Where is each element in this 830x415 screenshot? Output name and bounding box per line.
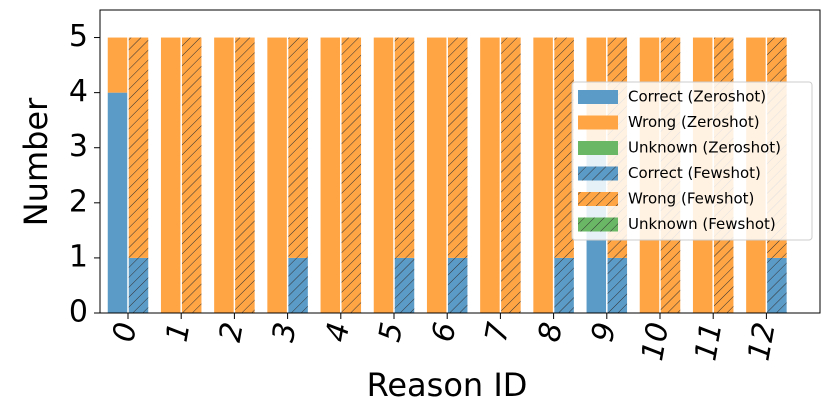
bar-wrong-fewshot-5-hatch xyxy=(394,37,415,258)
bar-wrong-zeroshot-3 xyxy=(267,37,287,313)
x-tick-label-4: 4 xyxy=(319,320,357,345)
y-tick-label-4: 4 xyxy=(69,74,88,109)
y-axis-label: Number xyxy=(17,97,55,226)
legend-correct-fewshot-swatch-hatch xyxy=(578,166,618,181)
bar-correct-fewshot-0-hatch xyxy=(128,257,149,313)
x-tick-label-1: 1 xyxy=(160,320,198,345)
legend-correct-fewshot-label: Correct (Fewshot) xyxy=(628,164,761,182)
bar-wrong-zeroshot-8 xyxy=(533,37,553,313)
legend-wrong-zeroshot-label: Wrong (Zeroshot) xyxy=(628,113,760,131)
legend-correct-zeroshot-swatch xyxy=(578,90,618,104)
x-tick-label-10: 10 xyxy=(635,320,676,364)
x-tick-label-9: 9 xyxy=(585,320,623,345)
x-tick-label-12: 12 xyxy=(742,320,783,364)
x-axis-label: Reason ID xyxy=(367,366,528,404)
bar-wrong-fewshot-7-hatch xyxy=(501,37,521,313)
legend-correct-zeroshot-label: Correct (Zeroshot) xyxy=(628,88,766,106)
x-tick-label-5: 5 xyxy=(372,320,410,345)
x-tick-label-11: 11 xyxy=(688,320,729,364)
x-tick-label-0: 0 xyxy=(106,320,144,345)
legend: Correct (Zeroshot) Wrong (Zeroshot) Unknow… xyxy=(571,81,813,241)
bar-wrong-zeroshot-2 xyxy=(214,37,234,313)
legend-unknown-zeroshot-label: Unknown (Zeroshot) xyxy=(628,139,781,157)
bar-wrong-zeroshot-5 xyxy=(373,37,394,313)
bar-wrong-zeroshot-0 xyxy=(107,37,128,93)
x-tick-label-7: 7 xyxy=(479,320,517,345)
bar-correct-fewshot-3-hatch xyxy=(288,257,308,313)
bar-correct-fewshot-8-hatch xyxy=(554,257,574,313)
x-tick-label-8: 8 xyxy=(532,320,570,345)
bar-wrong-zeroshot-7 xyxy=(480,37,500,313)
y-tick-label-2: 2 xyxy=(69,184,88,219)
bar-correct-fewshot-9-hatch xyxy=(607,257,628,313)
bar-wrong-fewshot-6-hatch xyxy=(447,37,468,258)
bar-correct-fewshot-5-hatch xyxy=(394,257,415,313)
bar-wrong-fewshot-0-hatch xyxy=(128,37,149,258)
bar-wrong-zeroshot-4 xyxy=(320,37,341,313)
y-tick-label-5: 5 xyxy=(69,19,88,54)
legend-wrong-zeroshot-swatch xyxy=(578,115,618,130)
plot-frame xyxy=(99,9,821,314)
bar-wrong-fewshot-4-hatch xyxy=(341,37,362,313)
y-tick-label-1: 1 xyxy=(69,239,88,274)
bar-wrong-fewshot-2-hatch xyxy=(235,37,255,313)
bar-correct-fewshot-12-hatch xyxy=(767,257,787,313)
bar-wrong-fewshot-1-hatch xyxy=(181,37,202,313)
y-tick-label-3: 3 xyxy=(69,129,88,164)
bar-wrong-fewshot-3-hatch xyxy=(288,37,308,258)
legend-wrong-fewshot-label: Wrong (Fewshot) xyxy=(628,190,754,208)
bar-wrong-zeroshot-1 xyxy=(160,37,181,313)
x-tick-label-6: 6 xyxy=(426,320,464,345)
x-tick-label-3: 3 xyxy=(266,320,304,345)
legend-wrong-fewshot-swatch-hatch xyxy=(578,192,618,206)
x-tick-label-2: 2 xyxy=(213,320,251,345)
legend-unknown-fewshot-label: Unknown (Fewshot) xyxy=(628,215,776,233)
bar-wrong-zeroshot-6 xyxy=(426,37,447,313)
y-axis: 0 1 2 3 4 5 xyxy=(69,19,100,330)
legend-frame xyxy=(571,81,813,241)
legend-unknown-fewshot-swatch-hatch xyxy=(578,217,618,232)
bar-wrong-fewshot-8-hatch xyxy=(554,37,574,258)
bar-correct-zeroshot-0 xyxy=(107,92,128,314)
x-axis: 0 1 2 3 4 5 6 7 8 9 10 11 12 xyxy=(106,313,783,364)
legend-unknown-zeroshot-swatch xyxy=(578,141,618,155)
bar-correct-fewshot-6-hatch xyxy=(447,257,468,313)
y-tick-label-0: 0 xyxy=(69,295,88,330)
